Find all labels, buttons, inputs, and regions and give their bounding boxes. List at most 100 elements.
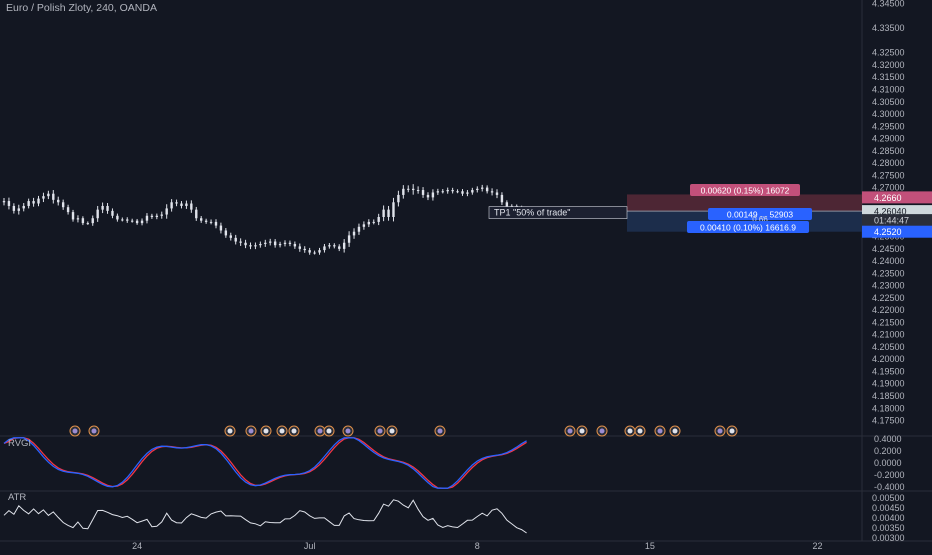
candle-body [278, 243, 282, 246]
candle-body [160, 214, 163, 216]
candle-body [126, 219, 129, 221]
candle-body [387, 209, 390, 217]
atr-pane-label: ATR [8, 492, 27, 503]
candle-body [298, 246, 301, 249]
price-tick-label: 4.24000 [872, 256, 905, 266]
candle-body [461, 191, 464, 194]
candle-body [456, 191, 459, 193]
candle-body [145, 215, 149, 221]
price-tick-label: 4.24500 [872, 244, 905, 254]
candle-body [500, 194, 504, 203]
tp-annotation-text: TP1 "50% of trade" [494, 208, 570, 218]
candle-body [209, 221, 213, 223]
event-marker-dot [326, 428, 332, 434]
candle-body [86, 223, 90, 225]
candle-body [426, 194, 430, 198]
event-marker-dot [291, 428, 297, 434]
rvgi-tick-label: -0.4000 [874, 482, 905, 492]
price-tick-label: 4.22000 [872, 305, 905, 315]
atr-tick-label: 0.00500 [872, 493, 905, 503]
price-tick-label: 4.22500 [872, 293, 905, 303]
atr-tick-label: 0.00400 [872, 513, 905, 523]
candle-body [490, 191, 494, 193]
price-tick-label: 4.21000 [872, 330, 905, 340]
candle-body [57, 199, 60, 203]
event-marker-dot [345, 428, 351, 434]
atr-tick-label: 0.00350 [872, 523, 905, 533]
current-price-label: 4.26040 [874, 207, 907, 217]
candle-body [155, 215, 159, 217]
candle-body [66, 207, 70, 213]
time-tick-label: 8 [475, 541, 480, 550]
candle-body [377, 217, 380, 222]
candle-body [505, 202, 509, 208]
candle-body [254, 245, 257, 247]
price-tick-label: 4.29000 [872, 134, 905, 144]
price-tick-label: 4.17500 [872, 416, 905, 426]
candle-body [17, 208, 20, 211]
candle-body [204, 220, 208, 222]
candle-body [150, 215, 154, 217]
stop-price-label: 4.2660 [874, 193, 902, 203]
price-tick-label: 4.21500 [872, 317, 905, 327]
candle-body [451, 190, 454, 192]
rvgi-pane-label: RVGI [8, 438, 32, 449]
stop-label-badge [690, 184, 800, 196]
atr-tick-label: 0.00300 [872, 533, 905, 543]
price-tick-label: 4.28500 [872, 146, 905, 156]
price-tick-label: 4.27500 [872, 170, 905, 180]
event-marker-dot [437, 428, 443, 434]
candle-body [333, 245, 336, 247]
countdown-label: 01:44:47 [874, 216, 909, 226]
candle-body [318, 250, 321, 253]
candle-body [42, 196, 45, 199]
candle-body [249, 245, 252, 247]
candle-body [259, 243, 262, 246]
candle-body [446, 190, 449, 192]
candle-body [224, 230, 228, 236]
target-price-label-bg [862, 225, 932, 238]
atr-tick-label: 0.00450 [872, 503, 905, 513]
candle-body [135, 220, 139, 224]
event-marker-dot [627, 428, 633, 434]
price-tick-label: 4.23000 [872, 281, 905, 291]
target-price-label: 4.2520 [874, 227, 902, 237]
candle-body [52, 193, 55, 200]
candle-body [288, 242, 292, 244]
time-tick-label: 22 [812, 541, 822, 550]
stop-label-text: 0.00620 (0.15%) 16072 [701, 186, 790, 196]
candle-body [481, 187, 484, 189]
price-tick-label: 4.20000 [872, 354, 905, 364]
time-tick-label: 15 [645, 541, 655, 550]
price-tick-label: 4.18500 [872, 391, 905, 401]
candle-body [392, 202, 395, 217]
candle-body [362, 224, 366, 227]
candle-body [190, 203, 193, 210]
price-tick-label: 4.32000 [872, 60, 905, 70]
price-tick-label: 4.20500 [872, 342, 905, 352]
candle-body [96, 209, 99, 219]
candle-body [195, 209, 198, 219]
candle-body [421, 190, 425, 195]
candle-body [485, 187, 489, 192]
candle-body [7, 201, 11, 206]
candle-body [431, 192, 435, 198]
event-marker-dot [72, 428, 78, 434]
candle-body [397, 194, 400, 203]
candle-body [175, 202, 178, 204]
candle-body [293, 243, 297, 247]
price-tick-label: 4.28000 [872, 158, 905, 168]
price-tick-label: 4.19000 [872, 379, 905, 389]
candle-body [61, 202, 65, 208]
candle-body [323, 246, 326, 251]
price-tick-label: 4.31500 [872, 72, 905, 82]
candle-body [338, 246, 341, 249]
candle-body [476, 188, 479, 191]
event-marker-dot [729, 428, 735, 434]
rvgi-tick-label: 0.4000 [874, 434, 902, 444]
event-marker-dot [263, 428, 269, 434]
candle-body [22, 205, 25, 209]
event-marker-dot [389, 428, 395, 434]
candle-body [111, 210, 114, 216]
